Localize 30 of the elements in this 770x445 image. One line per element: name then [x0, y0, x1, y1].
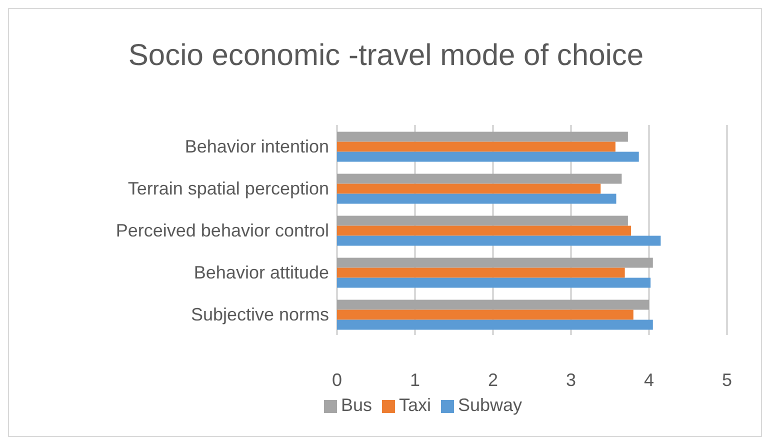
- x-tick-label: 0: [332, 370, 342, 390]
- legend-label: Bus: [340, 395, 372, 415]
- bar: [337, 320, 653, 330]
- bar: [337, 174, 622, 184]
- y-tick-label: Perceived behavior control: [116, 220, 329, 240]
- legend-label: Subway: [458, 395, 522, 415]
- y-tick-label: Subjective norms: [190, 304, 329, 324]
- x-tick-label: 1: [410, 370, 420, 390]
- bar: [337, 152, 639, 162]
- bar: [337, 300, 649, 310]
- x-tick-label: 5: [722, 370, 732, 390]
- bar: [337, 310, 634, 320]
- bar: [337, 258, 653, 268]
- bar: [337, 132, 628, 142]
- bar: [337, 278, 651, 288]
- y-tick-label: Terrain spatial perception: [128, 178, 329, 198]
- chart-title: Socio economic -travel mode of choice: [127, 39, 645, 73]
- x-tick-label: 3: [566, 370, 576, 390]
- bar: [337, 226, 632, 236]
- x-tick-label: 4: [644, 370, 654, 390]
- bar: [337, 236, 661, 246]
- y-tick-label: Behavior attitude: [194, 262, 329, 282]
- bar: [337, 184, 601, 194]
- y-tick-label: Behavior intention: [184, 136, 329, 156]
- bar: [337, 194, 616, 204]
- bar: [337, 216, 628, 226]
- legend-label: Taxi: [398, 395, 431, 415]
- bar: [337, 142, 616, 152]
- bar: [337, 268, 625, 278]
- x-tick-label: 2: [488, 370, 498, 390]
